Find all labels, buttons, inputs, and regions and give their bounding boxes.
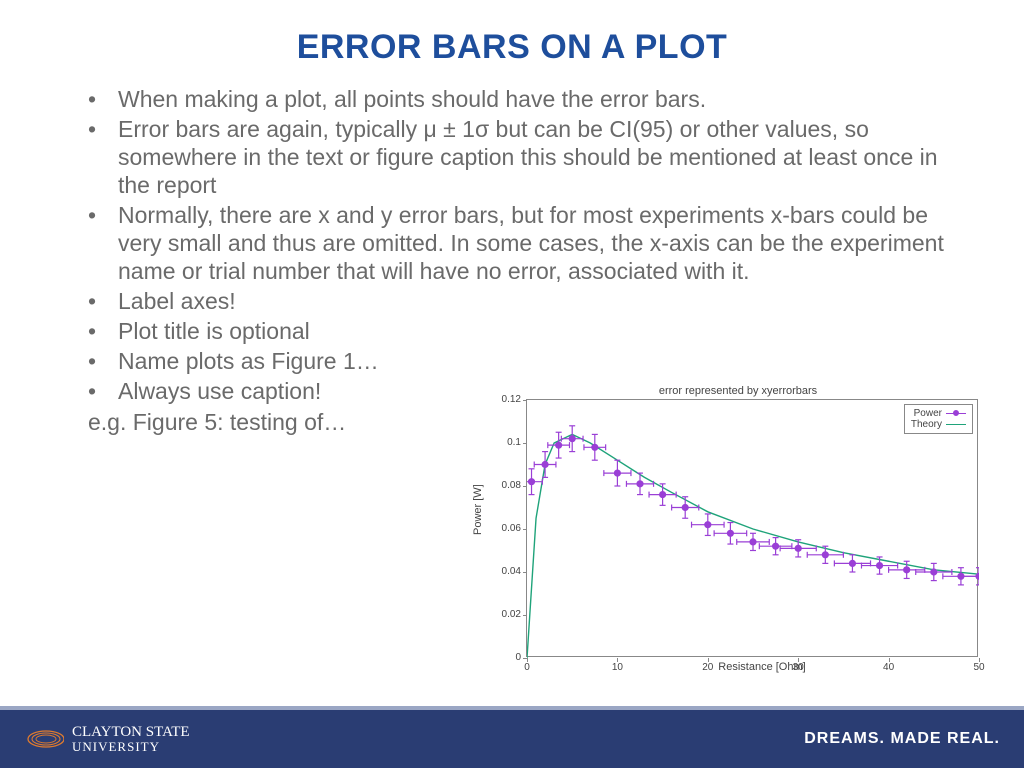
logo-swoosh-icon [24,722,64,756]
chart-title: error represented by xyerrorbars [478,385,998,397]
bullet-list: When making a plot, all points should ha… [58,85,966,406]
bullet-item: Label axes! [88,287,966,315]
footer: CLAYTON STATE UNIVERSITY DREAMS. MADE RE… [0,710,1024,768]
page-title: ERROR BARS ON A PLOT [0,0,1024,85]
chart-area: error represented by xyerrorbars Power [… [478,385,998,705]
footer-tagline: DREAMS. MADE REAL. [804,730,1000,748]
bullet-item: Normally, there are x and y error bars, … [88,201,966,285]
footer-logo: CLAYTON STATE UNIVERSITY [24,722,190,756]
bullet-item: When making a plot, all points should ha… [88,85,966,113]
footer-org-line2: UNIVERSITY [72,740,190,753]
bullet-item: Name plots as Figure 1… [88,347,966,375]
footer-org-line1: CLAYTON STATE [72,724,190,740]
chart-plot: 00.020.040.060.080.10.1201020304050Power… [526,399,978,657]
bullet-item: Plot title is optional [88,317,966,345]
chart-legend: PowerTheory [904,404,973,434]
chart-ylabel: Power [W] [472,484,484,535]
chart-xlabel: Resistance [Ohm] [526,661,998,673]
bullet-item: Error bars are again, typically μ ± 1σ b… [88,115,966,199]
body-content: When making a plot, all points should ha… [0,85,1024,436]
